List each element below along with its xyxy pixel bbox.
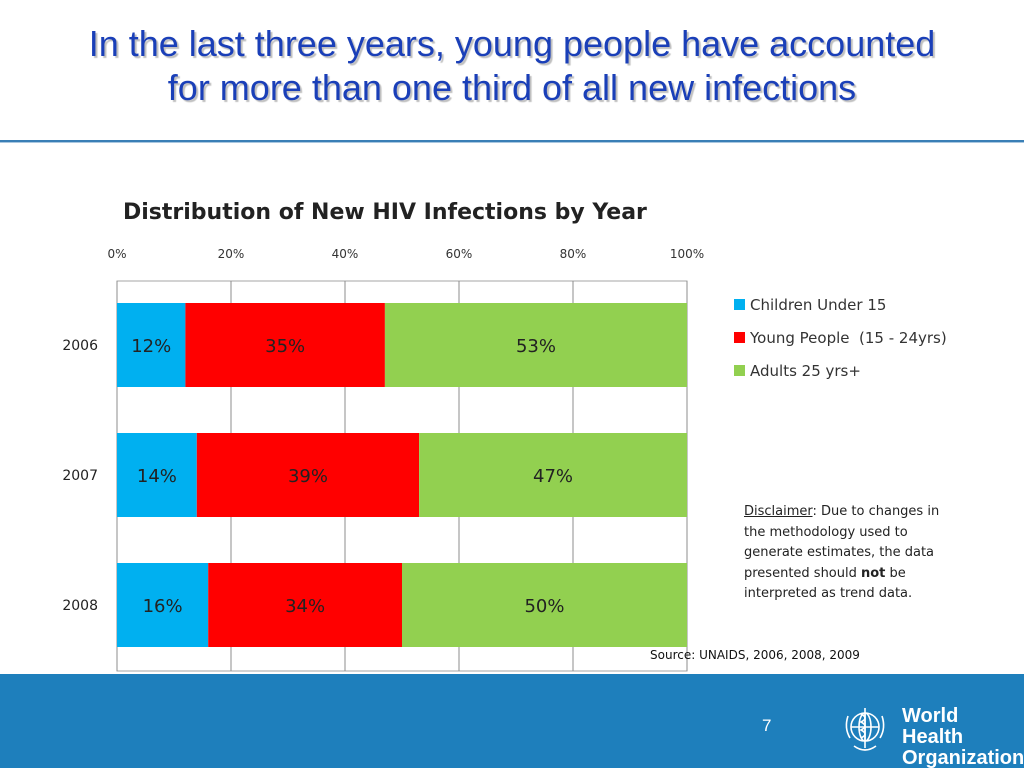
- legend-swatch: [734, 365, 745, 376]
- legend-item: Adults 25 yrs+: [734, 354, 947, 387]
- data-label: 12%: [131, 336, 171, 357]
- chart-source: Source: UNAIDS, 2006, 2008, 2009: [650, 648, 860, 662]
- category-label: 2006: [62, 338, 98, 354]
- legend-item: Young People (15 - 24yrs): [734, 321, 947, 354]
- x-tick-label: 20%: [218, 247, 245, 261]
- bar-segment: [402, 563, 687, 647]
- data-label: 50%: [524, 596, 564, 617]
- data-label: 16%: [143, 596, 183, 617]
- legend-item: Children Under 15: [734, 288, 947, 321]
- slide-title-line-2: for more than one third of all new infec…: [167, 67, 857, 108]
- disclaimer-note: Disclaimer: Due to changes in the method…: [744, 502, 944, 605]
- data-label: 35%: [265, 336, 305, 357]
- data-label: 34%: [285, 596, 325, 617]
- x-tick-label: 60%: [446, 247, 473, 261]
- who-emblem-icon: [845, 708, 885, 751]
- legend-label: Children Under 15: [750, 295, 887, 314]
- disclaimer-text: : Due to changes in the methodology used…: [744, 504, 940, 581]
- legend-swatch: [734, 299, 745, 310]
- slide-title-line-1: In the last three years, young people ha…: [88, 23, 936, 64]
- org-name-line-1: World Health: [902, 705, 964, 748]
- legend-swatch: [734, 332, 745, 343]
- disclaimer-heading: Disclaimer: [744, 504, 813, 519]
- org-name-line-2: Organization: [902, 747, 1024, 769]
- bar-segment: [185, 303, 385, 387]
- slide-title: In the last three years, young people ha…: [0, 22, 1024, 110]
- bar-segment: [419, 433, 687, 517]
- x-tick-label: 80%: [560, 247, 587, 261]
- x-tick-label: 100%: [670, 247, 704, 261]
- bar-segment: [117, 433, 197, 517]
- data-label: 53%: [516, 336, 556, 357]
- disclaimer-text-end: be interpreted as trend data.: [744, 565, 913, 602]
- bar-segment: [117, 303, 186, 387]
- x-tick-label: 0%: [107, 247, 126, 261]
- stacked-bar-chart: Distribution of New HIV Infections by Ye…: [62, 200, 704, 672]
- bar-segment: [117, 563, 209, 647]
- data-label: 39%: [288, 466, 328, 487]
- data-label: 14%: [137, 466, 177, 487]
- legend-label: Adults 25 yrs+: [750, 361, 861, 380]
- category-label: 2007: [62, 468, 98, 484]
- legend-label: Young People (15 - 24yrs): [750, 328, 947, 347]
- data-label: 47%: [533, 466, 573, 487]
- bar-segment: [196, 433, 420, 517]
- disclaimer-emphasis: not: [861, 565, 886, 581]
- chart-legend: Children Under 15 Young People (15 - 24yr…: [734, 288, 947, 387]
- chart-title: Distribution of New HIV Infections by Ye…: [123, 200, 647, 225]
- bar-segment: [384, 303, 687, 387]
- page-number: 7: [762, 716, 772, 735]
- bar-segment: [208, 563, 402, 647]
- x-tick-label: 40%: [332, 247, 359, 261]
- footer-band: [0, 674, 1024, 768]
- who-wordmark: World Health Organization: [902, 706, 1024, 769]
- category-label: 2008: [62, 598, 98, 614]
- title-divider: [0, 140, 1024, 143]
